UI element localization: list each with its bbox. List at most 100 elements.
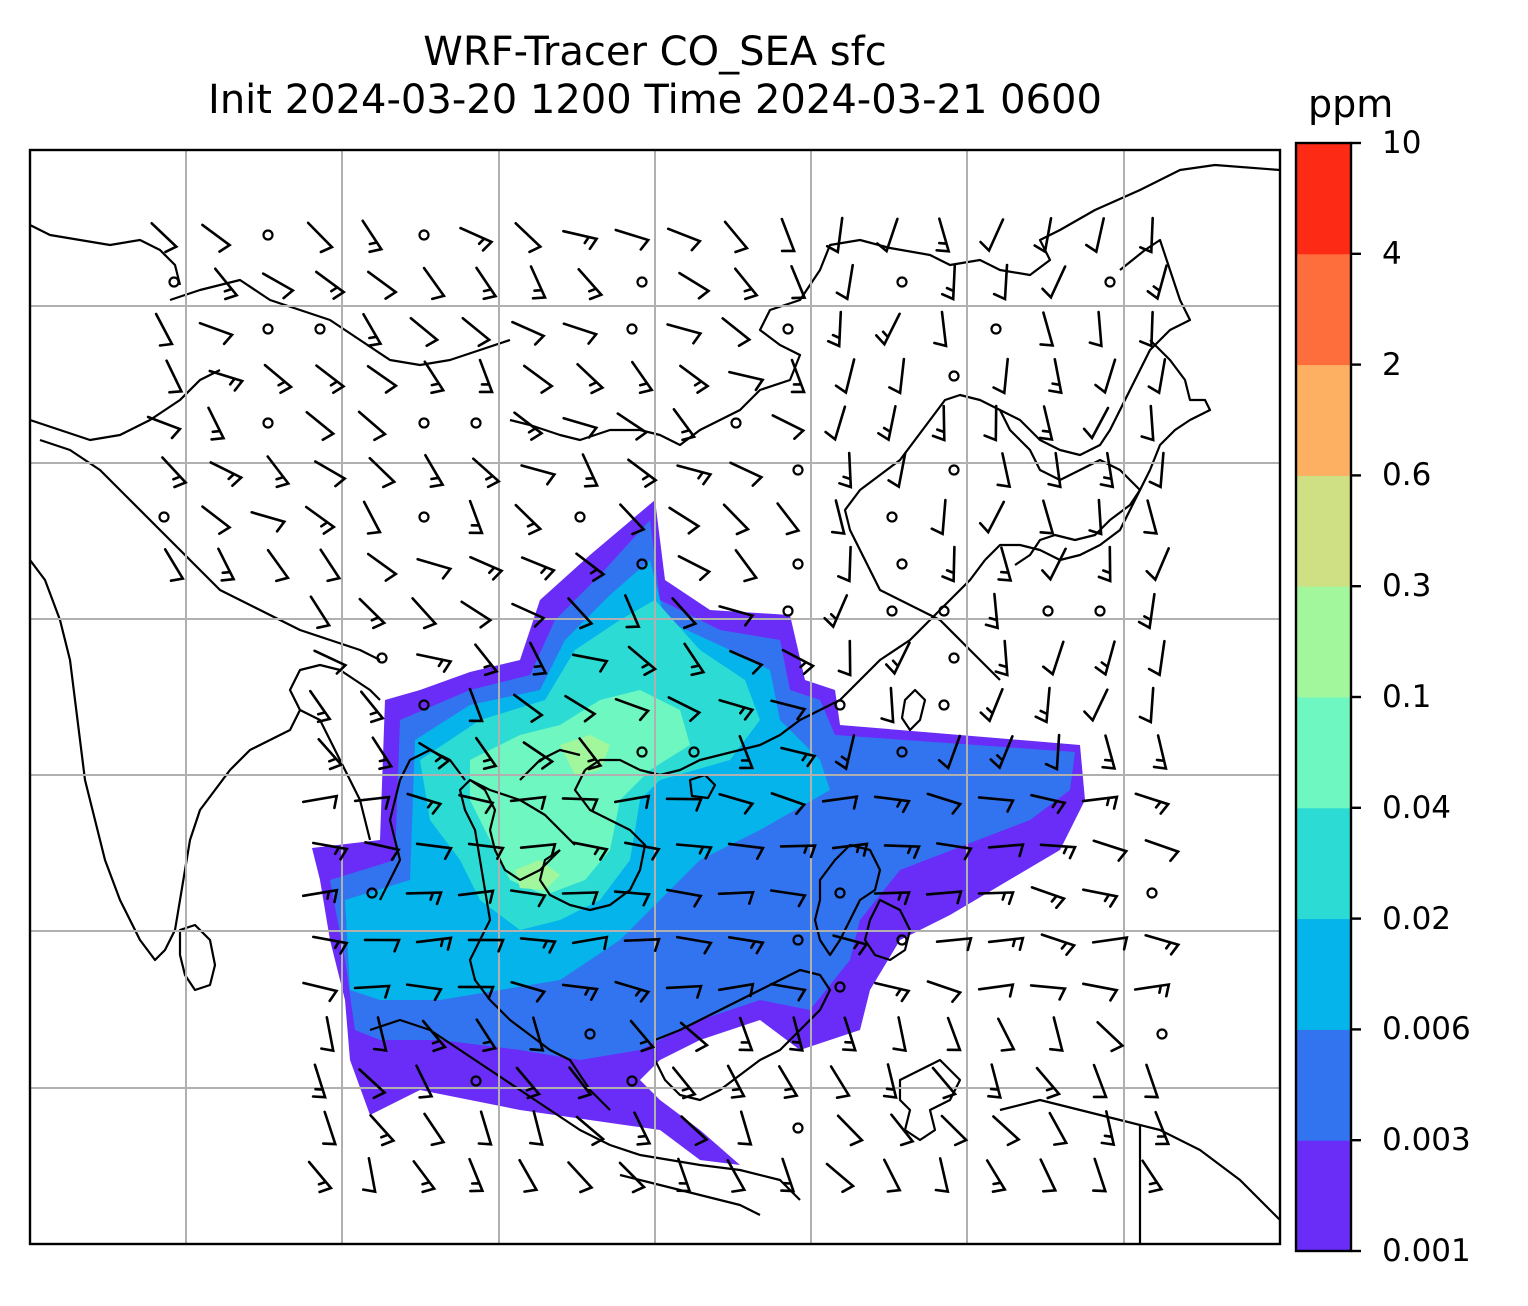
coast-sumatra [369,1018,801,1201]
wind-barb [509,889,547,908]
wind-calm-marker [896,746,908,758]
wind-barb [1145,547,1170,582]
colorbar [1294,141,1361,1253]
wind-barb [790,358,806,394]
wind-barb [312,935,349,955]
colorbar-tick-label-10: 10 [1382,125,1422,161]
wind-barb [825,216,844,254]
coast-malaysia [529,1034,611,1111]
wind-barb [478,358,494,394]
wind-calm-marker [948,464,960,476]
wind-barb [676,1157,692,1193]
wind-barb [977,983,1015,998]
wind-barb [723,220,750,254]
coast-taiwan [900,688,927,732]
wind-barb [940,1114,969,1147]
wind-barb [367,270,398,300]
wind-barb [416,653,453,673]
colorbar-tick-label-8: 2 [1382,346,1402,383]
wind-barb [1094,358,1117,395]
title-line-1: WRF-Tracer CO_SEA sfc [423,29,887,75]
wind-barb [575,1115,606,1147]
wind-barb [405,891,443,906]
wind-barb [1147,358,1167,395]
wind-calm-marker [688,746,700,758]
wind-barb [366,552,399,582]
wind-barb [931,1066,958,1100]
colorbar-swatch-7 [1296,364,1351,476]
wind-barb [1030,886,1067,910]
wind-barb [302,981,339,1003]
wind-barb [933,310,948,348]
wind-barb [837,545,852,583]
wind-calm-marker [886,605,898,617]
wind-barb [529,1016,545,1052]
wind-barb [353,984,391,999]
wind-barb [718,698,755,721]
wind-calm-marker [470,1075,482,1087]
plume-layer-5 [560,735,610,775]
wind-barb [992,263,1009,301]
wind-barb [523,364,554,394]
wind-calm-marker [574,511,586,523]
wind-calm-marker [782,323,794,335]
border-indochina [469,779,576,846]
wind-barb [575,552,606,582]
wind-barb [672,1066,697,1100]
wind-barb [624,594,641,629]
wind-barb [412,1160,437,1194]
wind-barb [577,268,604,301]
wind-barb [722,503,751,536]
wind-barb [627,458,658,488]
wind-barb [561,891,599,906]
wind-calm-marker [418,699,430,711]
wind-barb [1029,984,1067,1001]
wind-barb [1030,793,1067,815]
wind-calm-marker [792,934,804,946]
wind-calm-marker [896,276,908,288]
wind-barb [209,461,244,487]
wind-barb [925,890,963,905]
wind-barb [467,938,505,953]
wind-barb [985,1159,1007,1193]
wind-barb [1047,451,1062,489]
wind-barb [518,1158,539,1193]
wind-barb [372,1016,388,1053]
wind-calm-marker [938,605,950,617]
wind-barb [415,936,453,951]
wind-calm-marker [990,323,1002,335]
wind-barb [510,981,547,1003]
wind-barb [1088,498,1103,536]
wind-calm-marker [626,1075,638,1087]
colorbar-tick-label-3: 0.02 [1382,900,1452,937]
wind-barb [1082,982,1119,1002]
wind-barb [875,312,901,347]
wind-barb [888,357,906,395]
wind-barb [727,936,765,955]
border-china-mongolia [169,278,511,367]
wind-calm-marker [834,887,846,899]
wind-barb [313,649,348,675]
wind-barb [683,642,706,677]
wind-barb [729,649,764,675]
wind-barb [576,363,605,395]
wind-barb [519,937,557,954]
wind-barb [627,645,658,677]
wind-calm-marker [834,981,846,993]
wind-calm-marker [418,229,430,241]
wind-barb [665,797,703,812]
wind-barb [717,890,755,905]
wind-barb [514,503,543,536]
wind-barb [680,1115,709,1147]
wind-barb [675,935,713,955]
wind-barb [666,227,703,252]
wind-barb [668,506,701,535]
wind-barb [829,1065,851,1099]
wind-barb [836,1114,865,1147]
wind-calm-marker [1146,887,1158,899]
wind-barb [676,464,713,486]
wind-barb [734,549,759,583]
wind-barb [201,505,232,535]
wind-barb [629,1019,656,1053]
wind-barb [522,741,555,770]
